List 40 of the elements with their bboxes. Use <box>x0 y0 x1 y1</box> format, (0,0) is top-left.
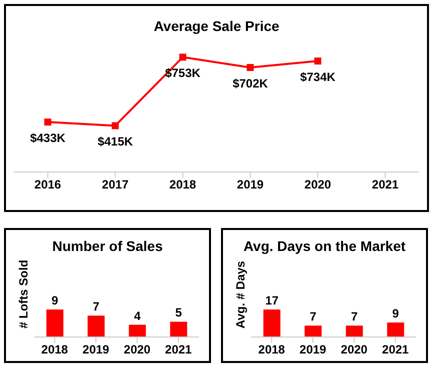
y-axis-title: # Lofts Sold <box>16 260 30 328</box>
point <box>314 58 322 65</box>
bar <box>88 316 105 337</box>
x-tick-label: 2020 <box>304 178 332 192</box>
x-tick-label: 2021 <box>165 342 192 357</box>
point <box>44 118 52 126</box>
x-tick-label: 2020 <box>340 342 368 357</box>
chart-title: Number of Sales <box>51 238 164 254</box>
point <box>179 54 186 61</box>
bar <box>46 310 64 337</box>
point <box>112 122 119 130</box>
data-label: $433K <box>30 131 66 146</box>
bar <box>128 324 146 337</box>
data-label: 7 <box>310 310 317 324</box>
chart-title: Avg. Days on the Market <box>242 238 407 254</box>
x-tick-label: 2018 <box>169 178 196 192</box>
x-tick-label: 2020 <box>124 342 151 357</box>
data-label: 17 <box>265 294 279 308</box>
data-label: 9 <box>52 294 59 308</box>
data-label: $734K <box>300 70 336 84</box>
x-tick-label: 2021 <box>382 342 410 357</box>
data-label: $415K <box>98 134 134 149</box>
data-label: $702K <box>232 76 268 91</box>
y-axis-title: Avg. # Days <box>233 260 248 328</box>
point <box>246 64 254 72</box>
x-tick-label: 2018 <box>258 342 286 357</box>
x-tick-label: 2018 <box>41 342 68 357</box>
data-label: 7 <box>92 300 100 314</box>
chart-title: Average Sale Price <box>152 18 280 34</box>
x-tick-label: 2017 <box>102 178 129 192</box>
data-label: 7 <box>351 310 358 324</box>
x-tick-label: 2019 <box>236 178 264 192</box>
x-tick-label: 2019 <box>82 342 110 357</box>
data-label: 4 <box>134 308 142 323</box>
x-tick-label: 2016 <box>34 178 62 192</box>
data-label: 9 <box>392 306 400 320</box>
data-label: 5 <box>175 306 182 320</box>
x-tick-label: 2021 <box>372 178 399 192</box>
x-tick-label: 2019 <box>300 342 327 357</box>
bar <box>170 322 188 337</box>
